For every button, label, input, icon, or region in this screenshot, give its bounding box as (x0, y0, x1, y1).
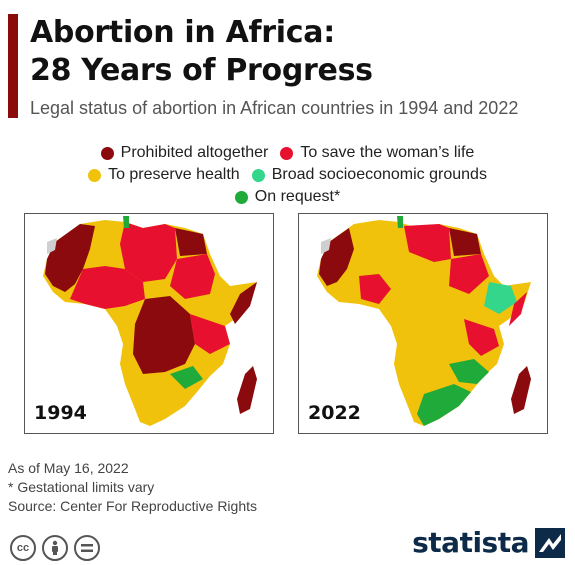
year-label-1994: 1994 (31, 401, 90, 425)
region-sudan-1994 (170, 254, 215, 299)
legend-dot-health (88, 168, 102, 182)
region-madagascar-1994 (237, 366, 257, 414)
region-horn-1994 (230, 282, 257, 324)
legend-dot-on-request (234, 190, 248, 204)
region-tunisia-1994 (123, 216, 129, 228)
legend-row-2: To preserve health Broad socioeconomic g… (0, 164, 575, 186)
legend-dot-socioeconomic (251, 168, 265, 182)
map-2022: 2022 (298, 213, 548, 434)
legend-label-health: To preserve health (108, 166, 240, 183)
region-west-africa-1994 (70, 266, 145, 309)
legend-item-prohibited: Prohibited altogether (100, 144, 269, 162)
region-northwest-1994 (45, 224, 95, 292)
title-line-1: Abortion in Africa: (30, 15, 335, 50)
region-libya-2022 (404, 224, 451, 262)
legend-dot-womans-life (280, 146, 294, 160)
region-sudan-2022 (449, 254, 489, 294)
region-ethiopia-2022 (484, 282, 517, 314)
brand-name: statista (412, 526, 529, 559)
region-madagascar-2022 (511, 366, 531, 414)
map-1994: 1994 (24, 213, 274, 434)
footnotes: As of May 16, 2022 * Gestational limits … (8, 459, 257, 516)
title-accent-bar (8, 14, 18, 118)
legend-row-1: Prohibited altogether To save the woman’… (0, 142, 575, 164)
year-label-2022: 2022 (305, 401, 364, 425)
legend: Prohibited altogether To save the woman’… (0, 142, 575, 208)
region-egypt-1994 (175, 228, 207, 256)
region-south-2022 (417, 384, 471, 426)
legend-dot-prohibited (100, 146, 114, 160)
source-note: Source: Center For Reproductive Rights (8, 498, 257, 514)
gestational-note: * Gestational limits vary (8, 479, 155, 495)
africa-map-2022 (317, 216, 531, 426)
statista-logo[interactable]: statista (412, 526, 565, 559)
region-southeast-2022 (449, 359, 489, 384)
region-central-2022 (464, 319, 499, 356)
license-icons: cc (10, 535, 106, 561)
legend-label-prohibited: Prohibited altogether (120, 144, 269, 161)
legend-label-socioeconomic: Broad socioeconomic grounds (271, 166, 487, 183)
region-zambia-1994 (170, 366, 203, 389)
attribution-icon[interactable] (42, 535, 68, 561)
region-northwest-2022 (319, 228, 354, 286)
legend-row-3: On request* (0, 186, 575, 208)
title-line-2: 28 Years of Progress (30, 53, 373, 88)
region-horn-2022 (509, 292, 527, 326)
region-egypt-2022 (449, 228, 481, 256)
legend-label-on-request: On request* (254, 188, 341, 205)
africa-map-1994 (43, 216, 257, 426)
region-east-1994 (190, 314, 230, 354)
region-tunisia-2022 (397, 216, 403, 228)
legend-item-socioeconomic: Broad socioeconomic grounds (251, 166, 487, 184)
no-derivatives-icon[interactable] (74, 535, 100, 561)
region-west-sahara-1994 (47, 238, 57, 254)
region-west-africa-2022 (359, 274, 391, 304)
region-west-sahara-2022 (321, 238, 331, 254)
creative-commons-icon[interactable]: cc (10, 535, 36, 561)
equals-icon (81, 544, 93, 552)
legend-item-womans-life: To save the woman’s life (280, 144, 474, 162)
page-title: Abortion in Africa: 28 Years of Progress (30, 14, 373, 90)
person-icon (52, 540, 58, 555)
as-of-date: As of May 16, 2022 (8, 460, 129, 476)
legend-label-womans-life: To save the woman’s life (300, 144, 475, 161)
region-central-1994 (133, 296, 195, 374)
subtitle: Legal status of abortion in African coun… (30, 98, 519, 118)
statista-mark-icon (535, 527, 565, 558)
legend-item-on-request: On request* (234, 188, 341, 206)
region-north-central-1994 (120, 222, 177, 282)
legend-item-health: To preserve health (88, 166, 240, 184)
